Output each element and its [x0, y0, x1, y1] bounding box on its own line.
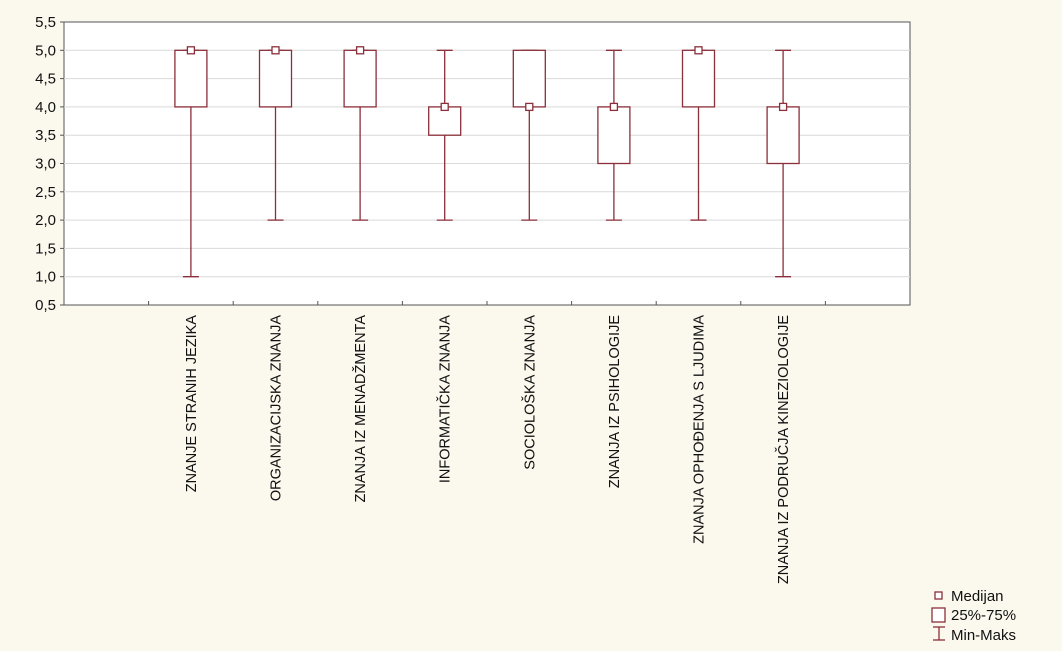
category-label: INFORMATIČKA ZNANJA [437, 315, 454, 483]
y-tick-label: 5,0 [35, 42, 56, 59]
category-label: SOCIOLOŠKA ZNANJA [521, 315, 538, 470]
category-label: ZNANJA IZ PODRUČJA KINEZIOLOGIJE [775, 315, 792, 584]
category-label: ZNANJE STRANIH JEZIKA [184, 315, 200, 493]
median-marker [609, 102, 619, 112]
y-tick-label: 4,0 [35, 99, 56, 116]
iqr-box [343, 49, 377, 108]
y-tick-label: 1,5 [35, 240, 56, 257]
y-tick-label: 4,5 [35, 71, 56, 88]
y-tick-label: 5,5 [35, 14, 56, 31]
box-4 [428, 49, 462, 221]
y-tick-label: 2,0 [35, 212, 56, 229]
box-7 [681, 46, 716, 221]
median-marker [440, 102, 449, 112]
legend-box-label: 25%-75% [951, 607, 1016, 624]
category-label: ZNANJA IZ PSIHOLOGIJE [607, 315, 623, 489]
iqr-box [258, 49, 293, 108]
iqr-box [512, 49, 546, 108]
box-2 [258, 46, 293, 221]
median-marker [355, 46, 365, 55]
category-label: ZNANJA IZ MENADŽMENTA [352, 315, 369, 503]
y-tick-label: 0,5 [35, 297, 56, 314]
category-label: ZNANJA OPHOĐENJA S LJUDIMA [692, 315, 708, 544]
median-marker [694, 46, 703, 55]
box-8 [766, 49, 800, 278]
iqr-box [681, 49, 716, 108]
iqr-box [428, 106, 462, 136]
legend-box-symbol [931, 607, 946, 623]
legend-whisker-symbol [933, 626, 945, 641]
median-marker [778, 102, 788, 112]
median-marker [525, 102, 534, 112]
legend-median-symbol [934, 591, 943, 600]
iqr-box [766, 106, 800, 165]
legend: Medijan 25%-75% Min-Maks [931, 588, 1016, 644]
y-tick-label: 2,5 [35, 184, 56, 201]
iqr-box [597, 106, 631, 165]
iqr-box [174, 49, 208, 108]
y-axis: 0,5 1,0 1,5 2,0 2,5 3,0 3,5 4,0 4,5 5,0 5,5 [35, 14, 64, 314]
boxes [174, 46, 800, 278]
box-5 [512, 49, 546, 221]
legend-median-label: Medijan [951, 588, 1004, 605]
legend-whisker-label: Min-Maks [951, 627, 1016, 644]
y-tick-label: 1,0 [35, 269, 56, 286]
box-6 [597, 49, 631, 221]
median-marker [271, 46, 280, 55]
box-3 [343, 46, 377, 221]
y-tick-label: 3,5 [35, 127, 56, 144]
category-labels: ZNANJE STRANIH JEZIKA ORGANIZACIJSKA ZNAN… [184, 315, 792, 584]
y-tick-label: 3,0 [35, 156, 56, 173]
box-1 [174, 46, 208, 278]
median-marker [186, 46, 196, 55]
category-label: ORGANIZACIJSKA ZNANJA [269, 315, 285, 501]
x-axis [148, 301, 826, 305]
